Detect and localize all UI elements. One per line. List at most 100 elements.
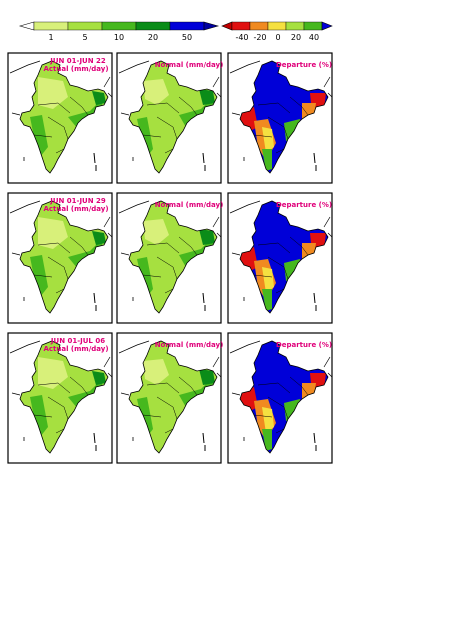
neighbor-border-lines <box>229 200 333 256</box>
rainfall-region <box>262 429 272 451</box>
neighbor-border-lines <box>118 340 222 396</box>
legend-actual-swatch-3 <box>101 21 137 31</box>
rainfall-region <box>30 255 48 297</box>
panel-normal-label: Normal (mm/day) <box>155 61 224 69</box>
neighbor-border-lines <box>118 60 222 116</box>
rainfall-region <box>137 117 153 157</box>
neighbor-border-lines <box>9 340 113 396</box>
andaman-islands <box>93 292 97 311</box>
state-boundaries <box>253 96 309 154</box>
rainfall-region <box>199 229 215 245</box>
map-panel-departure-row-1: Departure (%) <box>227 52 333 184</box>
rainfall-region <box>143 79 169 105</box>
legend-actual-swatch-4 <box>135 21 171 31</box>
neighbor-border-lines <box>9 200 113 256</box>
state-boundaries <box>33 236 89 294</box>
legend-departure-right-arrow <box>321 21 333 31</box>
map-panel-departure-row-3: Departure (%) <box>227 332 333 464</box>
rainfall-region <box>92 371 106 385</box>
legend-departure-left-arrow <box>221 21 233 31</box>
neighbor-border-lines <box>229 340 333 396</box>
rainfall-region <box>38 77 68 109</box>
rainfall-region <box>137 257 153 297</box>
panel-period-label: JUN 01-JUN 22 <box>49 57 106 65</box>
andaman-islands <box>202 152 206 171</box>
legend-actual-tick-3: 10 <box>114 33 124 42</box>
legend-departure-swatch-5 <box>303 21 323 31</box>
legend-actual: 1 5 10 20 50 <box>18 21 220 42</box>
rainfall-region <box>38 217 68 249</box>
neighbor-border-lines <box>9 60 113 116</box>
rainfall-region <box>199 369 215 385</box>
map-panel-departure-row-2: Departure (%) <box>227 192 333 324</box>
panel-departure-label: Departure (%) <box>276 61 332 69</box>
rainfall-region <box>30 115 48 157</box>
neighbor-border-lines <box>229 60 333 116</box>
map-panel-normal-row-2: Normal (mm/day) <box>116 192 224 324</box>
panel-period-label: JUN 01-JUL 06 <box>50 337 105 345</box>
state-boundaries <box>142 96 198 154</box>
rainfall-region <box>137 397 153 437</box>
rainfall-region <box>92 231 106 245</box>
map-panel-normal-row-3: Normal (mm/day) <box>116 332 224 464</box>
andaman-islands <box>93 432 97 451</box>
rainfall-region <box>68 241 104 269</box>
panel-actual-label: Actual (mm/day) <box>43 205 108 213</box>
rainfall-region <box>240 387 258 413</box>
legend-departure-tick-4: 20 <box>291 33 301 42</box>
rainfall-region <box>240 247 258 273</box>
panel-normal-label: Normal (mm/day) <box>155 201 224 209</box>
legend-actual-swatch-5 <box>169 21 205 31</box>
rainfall-region <box>143 219 169 245</box>
panel-departure-label: Departure (%) <box>276 341 332 349</box>
legend-departure: -40 -20 0 20 40 <box>221 21 333 42</box>
rainfall-region <box>30 395 48 437</box>
andaman-islands <box>313 152 317 171</box>
rainfall-region <box>262 407 274 433</box>
rainfall-region <box>262 127 274 153</box>
rainfall-region <box>143 359 169 385</box>
andaman-islands <box>313 292 317 311</box>
rainfall-region <box>262 267 274 293</box>
state-boundaries <box>33 376 89 434</box>
map-panel-normal-row-1: Normal (mm/day) <box>116 52 224 184</box>
rainfall-region <box>262 149 272 171</box>
panel-actual-label: Actual (mm/day) <box>43 345 108 353</box>
legend-departure-swatch-2 <box>249 21 269 31</box>
rainfall-region <box>38 357 68 389</box>
legend-departure-tick-5: 40 <box>309 33 319 42</box>
panel-departure-label: Departure (%) <box>276 201 332 209</box>
panel-normal-label: Normal (mm/day) <box>155 341 224 349</box>
panel-period-label: JUN 01-JUN 29 <box>49 197 106 205</box>
rainfall-region <box>68 101 104 129</box>
andaman-islands <box>202 292 206 311</box>
legend-departure-tick-2: -20 <box>253 33 266 42</box>
legend-departure-tick-3: 0 <box>275 33 280 42</box>
legend-actual-swatch-2 <box>67 21 103 31</box>
state-boundaries <box>142 236 198 294</box>
rainfall-region <box>92 91 106 105</box>
legend-actual-tick-4: 20 <box>148 33 158 42</box>
legend-departure-swatch-4 <box>285 21 305 31</box>
legend-departure-swatch-1 <box>231 21 251 31</box>
rainfall-region <box>199 89 215 105</box>
state-boundaries <box>142 376 198 434</box>
panel-actual-label: Actual (mm/day) <box>43 65 108 73</box>
rainfall-region <box>240 107 258 133</box>
legend-departure-swatch-3 <box>267 21 287 31</box>
andaman-islands <box>313 432 317 451</box>
legend-actual-tick-2: 5 <box>82 33 87 42</box>
state-boundaries <box>253 236 309 294</box>
legend-actual-tick-1: 1 <box>48 33 53 42</box>
legend-actual-left-arrow <box>18 21 35 31</box>
legend-actual-tick-5: 50 <box>182 33 192 42</box>
state-boundaries <box>253 376 309 434</box>
rainfall-region <box>262 289 272 311</box>
state-boundaries <box>33 96 89 154</box>
legend-actual-right-arrow <box>203 21 220 31</box>
andaman-islands <box>202 432 206 451</box>
